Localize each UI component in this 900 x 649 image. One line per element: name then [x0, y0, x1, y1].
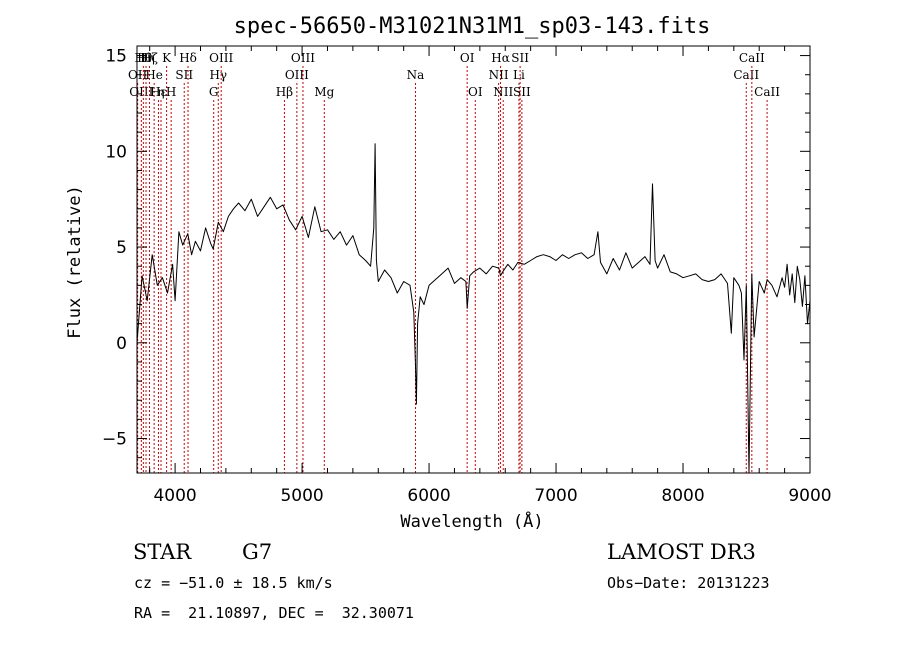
object-class: STAR — [133, 540, 192, 564]
spectral-line-label: Hβ — [276, 85, 293, 99]
x-tick-label: 7000 — [534, 486, 577, 506]
x-tick-label: 4000 — [153, 486, 196, 506]
spectral-line-label: OIII — [285, 68, 309, 82]
y-tick-label: 5 — [116, 238, 127, 258]
spectral-line-label: Mg — [314, 85, 334, 99]
spectral-line-label: CaII — [739, 51, 765, 65]
spectral-line-label: Na — [407, 68, 425, 82]
spectral-line-label: η — [157, 85, 164, 99]
y-tick-label: 10 — [105, 142, 127, 162]
obs-date: Obs−Date: 20131223 — [607, 574, 770, 592]
chart-title: spec-56650-M31021N31M1_sp03-143.fits — [234, 14, 711, 39]
spectral-line-label: K — [162, 51, 172, 65]
x-axis-label: Wavelength (Å) — [400, 510, 543, 532]
axes: 4000 5000 6000 7000 8000 9000 −5 0 5 10 15 — [102, 46, 832, 506]
y-tick-label: −5 — [102, 430, 127, 450]
spectral-line-label: Hη — [137, 51, 155, 65]
x-tick-label: 8000 — [661, 486, 704, 506]
x-tick-label: 9000 — [788, 486, 831, 506]
survey-name: LAMOST DR3 — [607, 540, 756, 564]
spectral-line-markers: OIIOIIIHθHηHζHeHεηKHSIIHδGHγOIIIHβOIIIOI… — [128, 51, 780, 473]
spectral-line-label: Hδ — [179, 51, 197, 65]
spectral-line-label: OIII — [129, 85, 153, 99]
spectral-line-label: SII — [175, 68, 193, 82]
coordinates: RA = 21.10897, DEC = 32.30071 — [134, 604, 414, 622]
x-tick-label: 5000 — [280, 486, 323, 506]
spectral-line-label: OIII — [291, 51, 315, 65]
spectral-line-label: Hθ — [134, 51, 152, 65]
spectral-line-label: Hα — [491, 51, 510, 65]
spectral-line-label: CaII — [733, 68, 759, 82]
spectral-line-label: Hγ — [209, 68, 227, 82]
object-subclass: G7 — [242, 540, 273, 564]
y-tick-label: 15 — [105, 47, 127, 67]
spectral-line-label: Li — [513, 68, 525, 82]
flux-line — [136, 143, 811, 474]
spectral-line-label: He — [145, 68, 163, 82]
spectral-line-label: H — [166, 85, 176, 99]
spectral-line-label: OI — [460, 51, 475, 65]
y-axis-label: Flux (relative) — [65, 185, 85, 339]
spectral-line-label: Hε — [150, 85, 167, 99]
plot-frame — [136, 45, 811, 474]
spectral-line-label: OI — [468, 85, 483, 99]
x-tick-label: 6000 — [407, 486, 450, 506]
flux-series — [136, 143, 811, 474]
spectral-line-label: Hζ — [141, 51, 158, 65]
spectral-line-label: G — [209, 85, 219, 99]
redshift-cz: cz = −51.0 ± 18.5 km/s — [134, 574, 333, 592]
spectral-line-label: NII — [489, 68, 509, 82]
spectral-line-label: NII — [493, 85, 513, 99]
spectral-line-label: SII — [513, 85, 531, 99]
y-tick-label: 0 — [116, 334, 127, 354]
spectral-line-label: CaII — [754, 85, 780, 99]
spectral-line-label: OIII — [209, 51, 233, 65]
spectral-line-label: SII — [511, 51, 529, 65]
